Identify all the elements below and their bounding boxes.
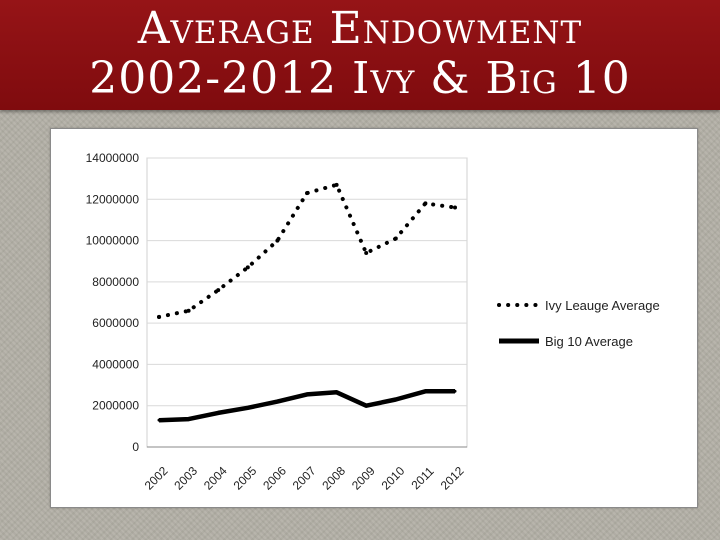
x-tick-label: 2002 — [142, 464, 171, 493]
plot-area — [146, 157, 468, 448]
legend-label: Big 10 Average — [545, 334, 633, 349]
data-point — [245, 265, 250, 270]
data-point — [453, 389, 457, 393]
y-tick-label: 0 — [132, 440, 139, 454]
series-line-ivy — [157, 182, 457, 319]
data-point — [216, 288, 221, 293]
data-point — [423, 389, 427, 393]
x-tick-label: 2003 — [171, 464, 200, 493]
x-tick-label: 2008 — [319, 464, 348, 493]
line-chart: 0 2000000 4000000 6000000 8000000 10000000 120… — [86, 151, 660, 493]
x-tick-label: 2010 — [379, 464, 408, 493]
data-point — [334, 182, 339, 187]
data-point — [186, 308, 191, 313]
data-point — [393, 236, 398, 241]
y-tick-label: 12000000 — [86, 192, 140, 206]
y-tick-label: 14000000 — [86, 151, 140, 165]
x-tick-label: 2004 — [201, 464, 230, 493]
title-bar: Average Endowment 2002-2012 Ivy & Big 10 — [0, 0, 720, 110]
y-tick-label: 10000000 — [86, 234, 140, 248]
y-tick-label: 2000000 — [92, 399, 139, 413]
data-point — [335, 390, 339, 394]
data-point — [187, 417, 191, 421]
data-point — [216, 411, 220, 415]
data-point — [275, 400, 279, 404]
y-tick-label: 4000000 — [92, 357, 139, 371]
x-tick-label: 2011 — [408, 464, 436, 492]
data-point — [157, 418, 161, 422]
x-tick-label: 2005 — [231, 464, 260, 493]
x-tick-label: 2007 — [290, 464, 319, 493]
data-point — [246, 406, 250, 410]
data-point — [275, 238, 280, 243]
slide-title: Average Endowment 2002-2012 Ivy & Big 10 — [89, 3, 631, 104]
chart-card: 0 2000000 4000000 6000000 8000000 10000000 120… — [50, 128, 698, 508]
data-point — [423, 201, 428, 206]
data-point — [364, 250, 369, 255]
x-tick-label: 2012 — [438, 464, 467, 493]
data-point — [364, 404, 368, 408]
legend-label: Ivy Leauge Average — [545, 298, 660, 313]
data-point — [305, 191, 309, 196]
x-tick-label: 2006 — [260, 464, 289, 493]
data-point — [453, 205, 457, 210]
y-tick-label: 8000000 — [92, 275, 139, 289]
data-point — [157, 314, 161, 319]
x-tick-label: 2009 — [349, 464, 378, 493]
y-tick-label: 6000000 — [92, 316, 139, 330]
data-point — [305, 392, 309, 396]
data-point — [394, 398, 398, 402]
